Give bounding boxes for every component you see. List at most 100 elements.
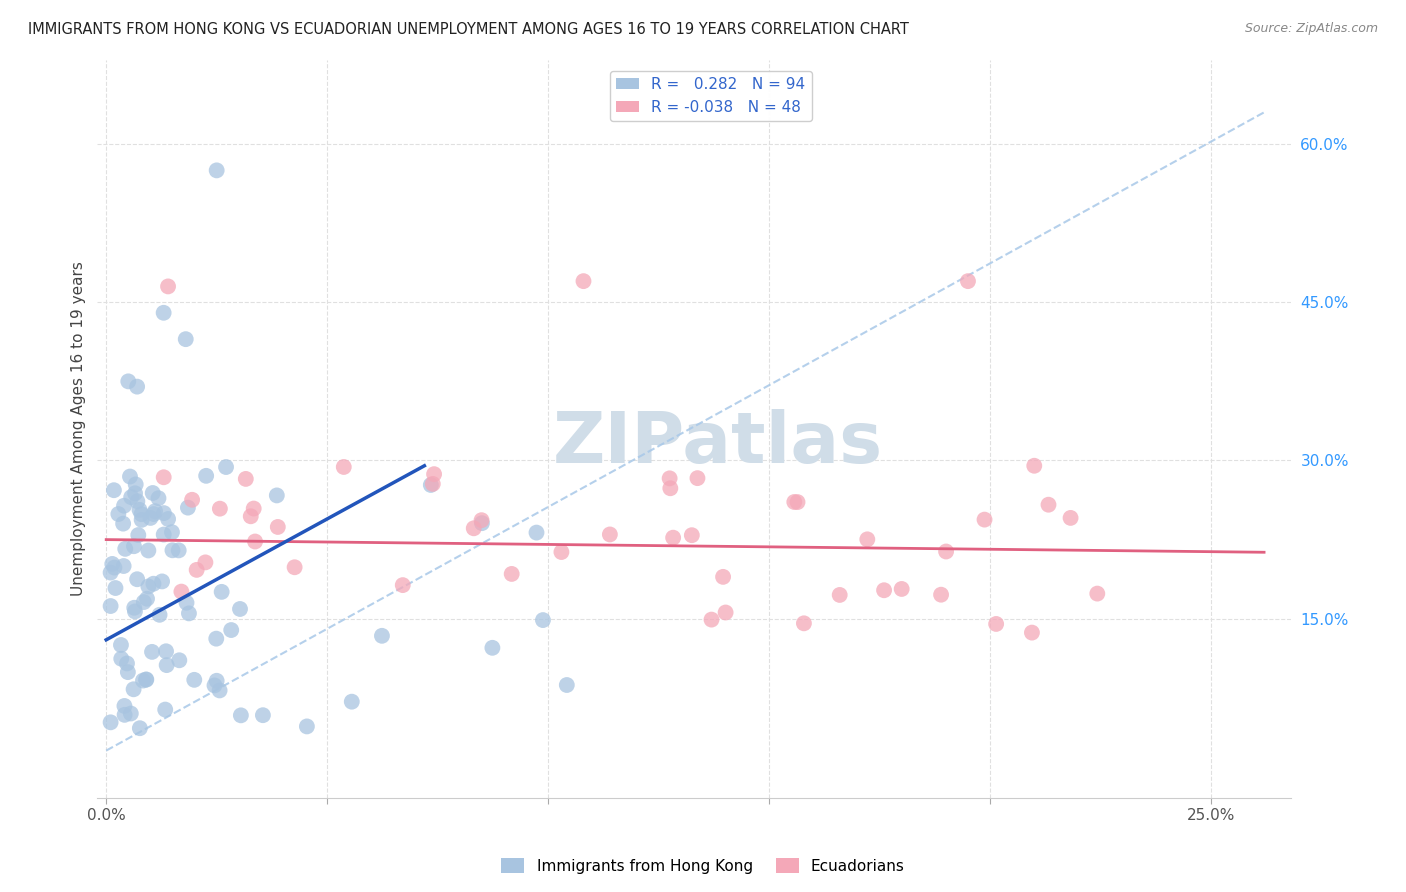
Point — [114, 698, 136, 713]
Point — [150, 574, 173, 589]
Point — [131, 507, 153, 521]
Point — [1038, 498, 1060, 512]
Point — [662, 531, 685, 545]
Text: ZIPatlas: ZIPatlas — [553, 409, 883, 478]
Point — [229, 602, 252, 616]
Point — [100, 599, 122, 613]
Point — [103, 560, 125, 574]
Point — [550, 545, 572, 559]
Point — [205, 632, 228, 646]
Point — [141, 645, 163, 659]
Point — [195, 468, 218, 483]
Point — [155, 702, 177, 716]
Point — [177, 607, 200, 621]
Point — [700, 613, 723, 627]
Point — [1085, 586, 1108, 600]
Point — [599, 527, 621, 541]
Point — [138, 579, 160, 593]
Point — [122, 539, 145, 553]
Point — [973, 513, 995, 527]
Point — [463, 521, 485, 535]
Point — [114, 707, 136, 722]
Point — [371, 629, 394, 643]
Point — [793, 616, 815, 631]
Point — [170, 584, 193, 599]
Point — [162, 543, 184, 558]
Point — [422, 476, 444, 491]
Point — [138, 543, 160, 558]
Point — [211, 585, 233, 599]
Point — [391, 578, 413, 592]
Point — [127, 494, 149, 508]
Point — [101, 557, 124, 571]
Point — [132, 673, 155, 688]
Point — [143, 504, 166, 518]
Point — [153, 506, 176, 520]
Point — [501, 566, 523, 581]
Point — [177, 500, 200, 515]
Point — [110, 638, 132, 652]
Point — [152, 306, 174, 320]
Point — [873, 583, 896, 598]
Point — [555, 678, 578, 692]
Point — [295, 719, 318, 733]
Point — [686, 471, 709, 485]
Point — [659, 481, 682, 495]
Point — [110, 651, 132, 665]
Point — [128, 503, 150, 517]
Point — [136, 591, 159, 606]
Point — [176, 596, 198, 610]
Point — [100, 566, 122, 580]
Point — [572, 274, 595, 288]
Point — [284, 560, 307, 574]
Text: Source: ZipAtlas.com: Source: ZipAtlas.com — [1244, 22, 1378, 36]
Point — [890, 582, 912, 596]
Point — [1021, 625, 1043, 640]
Point — [139, 511, 162, 525]
Point — [786, 495, 808, 509]
Point — [243, 534, 266, 549]
Point — [229, 708, 252, 723]
Legend: R =   0.282   N = 94, R = -0.038   N = 48: R = 0.282 N = 94, R = -0.038 N = 48 — [610, 71, 811, 120]
Point — [1024, 458, 1046, 473]
Point — [148, 607, 170, 622]
Point — [267, 520, 290, 534]
Point — [208, 683, 231, 698]
Point — [115, 657, 138, 671]
Point — [112, 559, 135, 574]
Legend: Immigrants from Hong Kong, Ecuadorians: Immigrants from Hong Kong, Ecuadorians — [495, 852, 911, 880]
Point — [117, 375, 139, 389]
Point — [112, 516, 135, 531]
Point — [127, 528, 149, 542]
Point — [181, 492, 204, 507]
Point — [984, 616, 1007, 631]
Point — [219, 623, 242, 637]
Point — [142, 507, 165, 521]
Point — [215, 460, 238, 475]
Point — [156, 658, 179, 673]
Point — [423, 467, 446, 482]
Point — [204, 678, 226, 692]
Point — [104, 581, 127, 595]
Point — [935, 544, 957, 558]
Point — [681, 528, 703, 542]
Point — [124, 486, 146, 500]
Point — [481, 640, 503, 655]
Point — [155, 644, 177, 658]
Point — [419, 478, 441, 492]
Point — [194, 555, 217, 569]
Point — [120, 706, 142, 721]
Point — [131, 513, 153, 527]
Point — [242, 501, 264, 516]
Point — [169, 653, 191, 667]
Point — [120, 490, 142, 504]
Point — [205, 673, 228, 688]
Point — [183, 673, 205, 687]
Point — [114, 541, 136, 556]
Point — [186, 563, 208, 577]
Point — [266, 488, 288, 502]
Point — [711, 570, 734, 584]
Point — [205, 163, 228, 178]
Point — [118, 469, 141, 483]
Point — [658, 471, 681, 485]
